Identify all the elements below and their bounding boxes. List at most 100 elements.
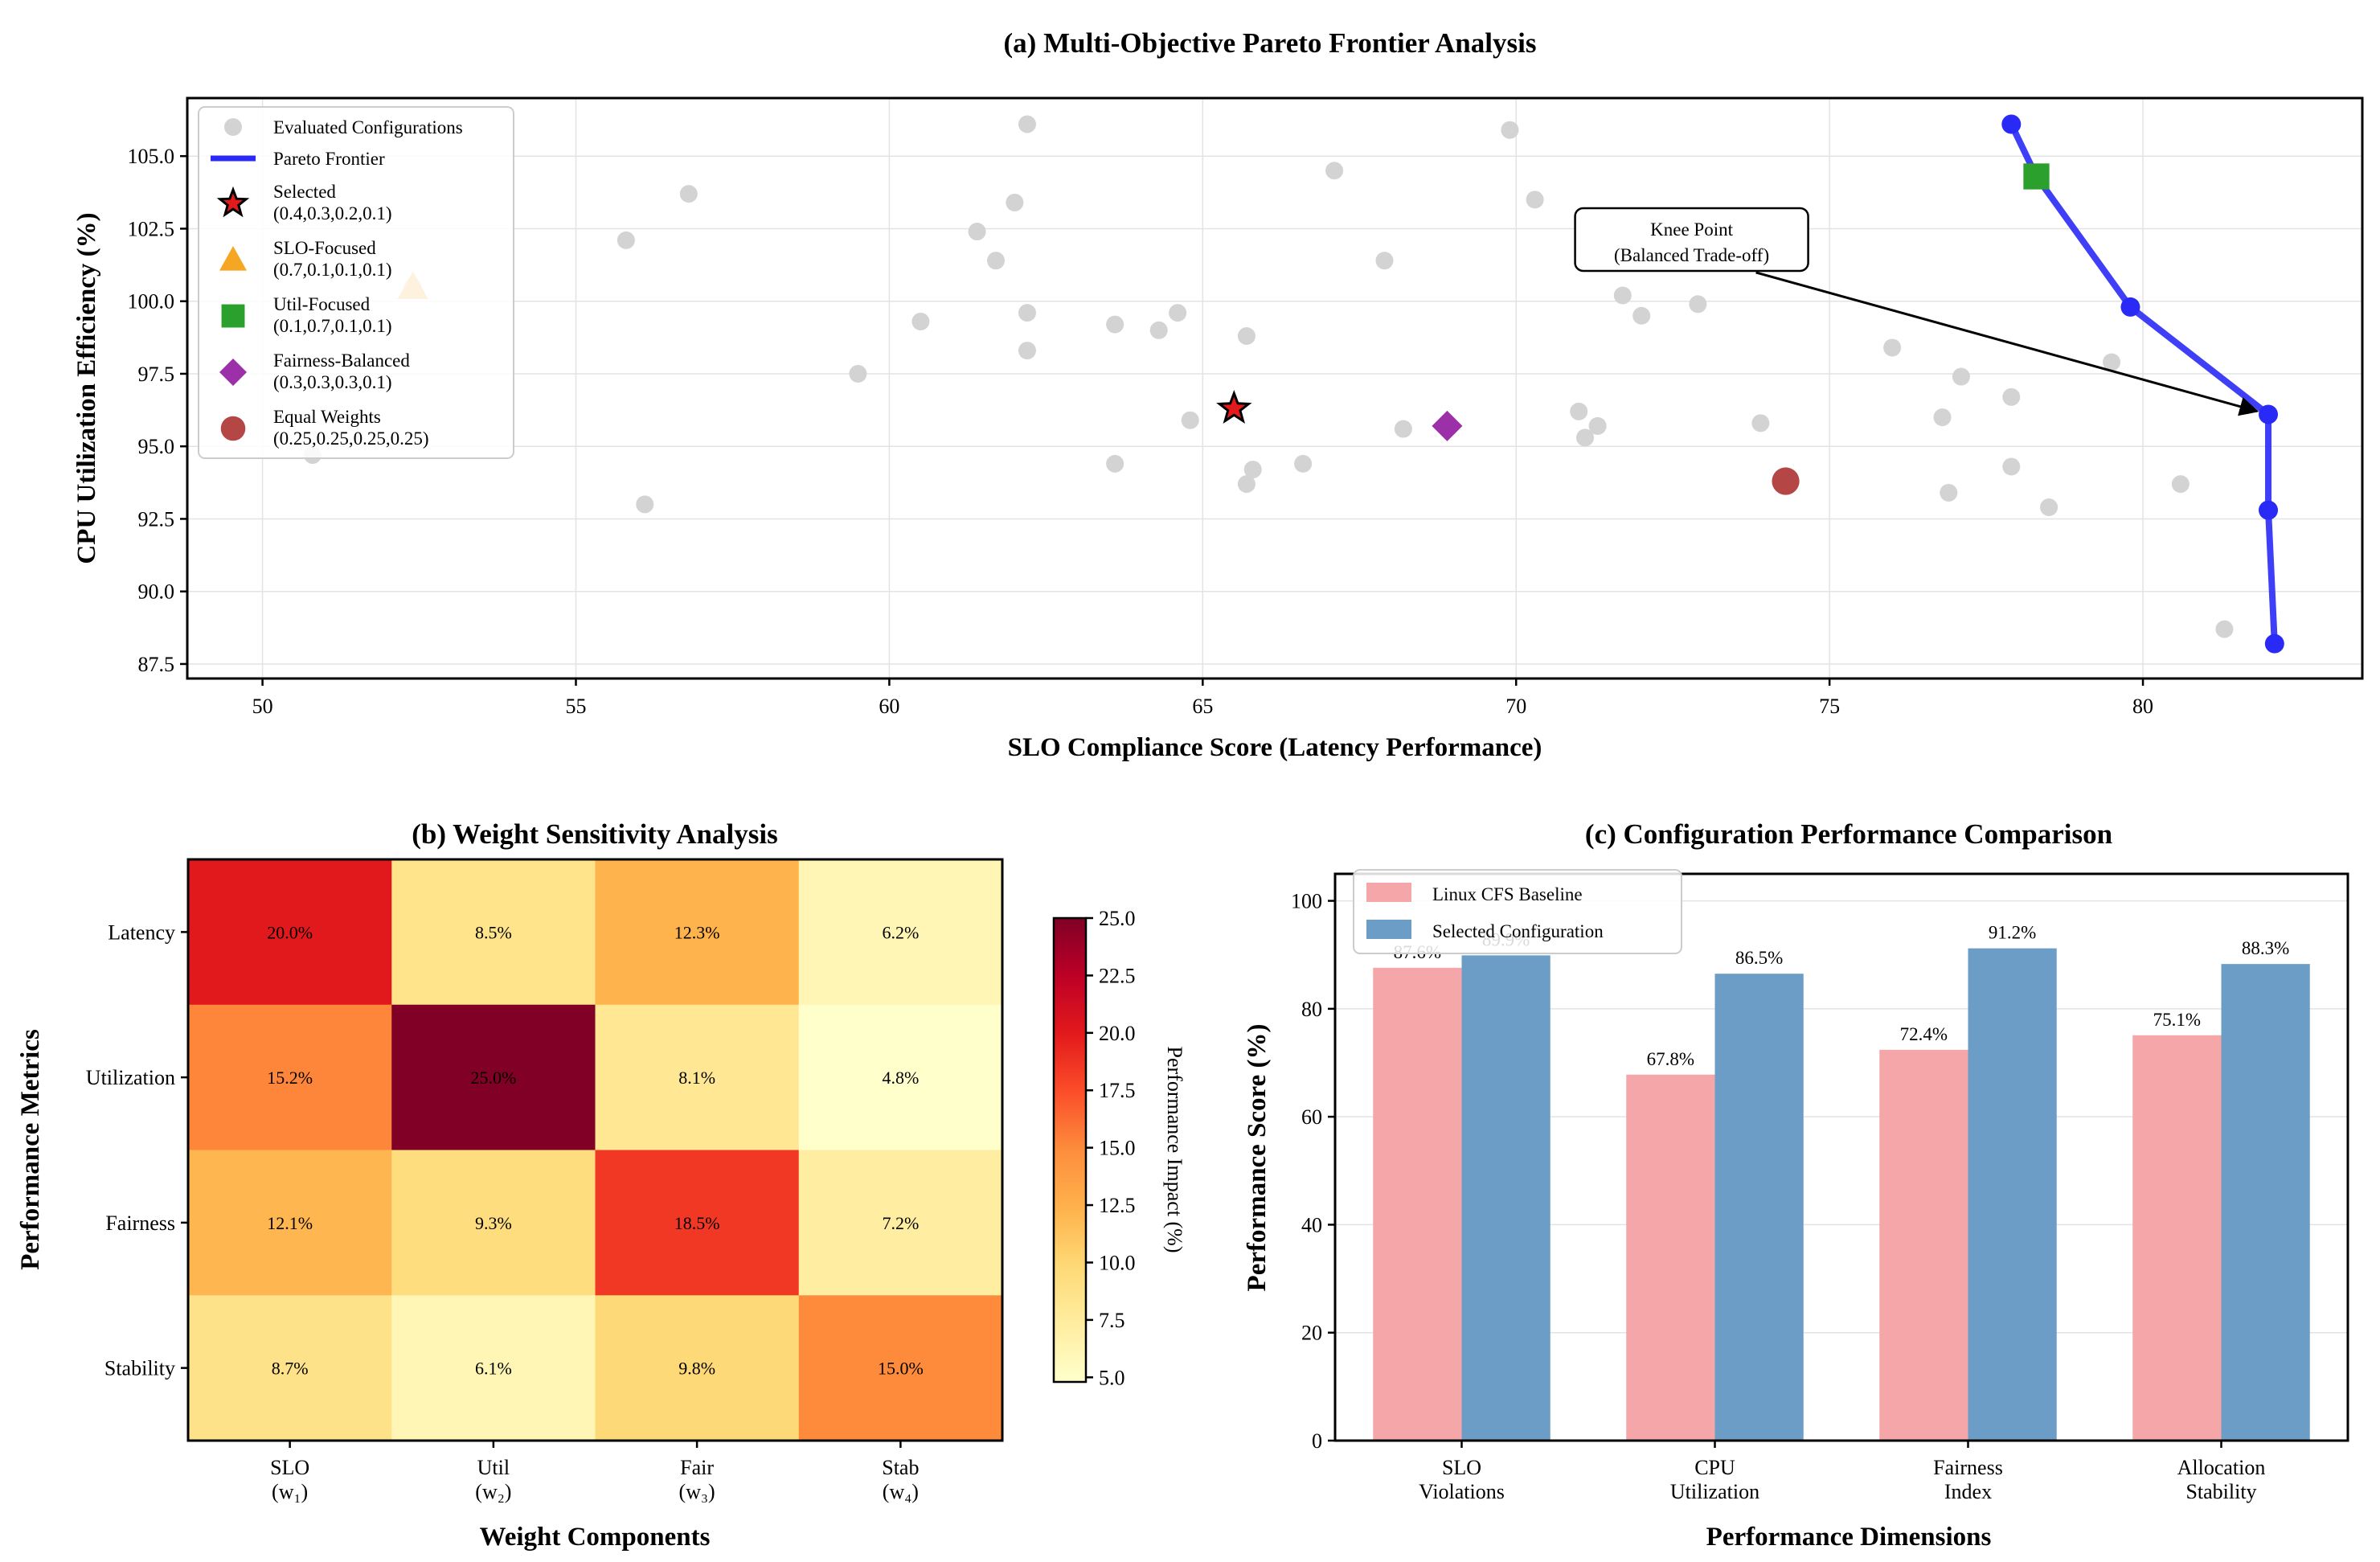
panel-a-legend: Evaluated Configurations Pareto Frontier… <box>198 106 514 459</box>
heatmap-cell <box>798 859 1003 1006</box>
evaluated-point <box>1243 461 1262 479</box>
evaluated-point <box>1689 295 1707 314</box>
evaluated-point <box>1613 286 1632 305</box>
heatmap-cell-label: 9.3% <box>475 1213 512 1233</box>
heatmap-cell-label: 8.5% <box>475 922 512 942</box>
y-tick-label: 0 <box>1312 1429 1322 1453</box>
legend-marker-diamond <box>219 359 247 386</box>
evaluated-point <box>1018 304 1036 322</box>
evaluated-point <box>2103 353 2121 371</box>
colorbar: 5.0 7.5 10.0 12.5 15.0 17.5 20.0 22.5 25.0 Perfo… <box>1052 907 1186 1389</box>
knee-label-line2: (Balanced Trade-off) <box>1614 245 1769 265</box>
pareto-point <box>2264 633 2284 654</box>
panel-c-title: (c) Configuration Performance Comparison <box>1585 818 2112 850</box>
baseline-bar <box>2132 1035 2222 1441</box>
col-label-line2: (w₁) <box>272 1480 308 1503</box>
knee-label-line1: Knee Point <box>1650 219 1733 240</box>
col-label-line2: (w₄) <box>883 1480 919 1503</box>
legend-frame <box>1353 869 1682 954</box>
y-tick-label: 102.5 <box>128 217 175 240</box>
evaluated-point <box>1325 162 1344 180</box>
col-label-line1: Stab <box>882 1456 919 1479</box>
legend-baseline-swatch <box>1366 883 1411 902</box>
heatmap-cell-label: 20.0% <box>267 922 313 942</box>
selected-bar-label: 86.5% <box>1735 948 1783 968</box>
evaluated-point <box>1501 121 1519 139</box>
evaluated-point <box>1006 193 1024 211</box>
panel-c-bar: (c) Configuration Performance Comparison… <box>1243 818 2349 1552</box>
evaluated-point <box>1018 115 1036 133</box>
heatmap-frame <box>186 858 1004 1442</box>
baseline-bar <box>1626 1074 1715 1441</box>
x-tick-label: 65 <box>1192 695 1213 718</box>
heatmap-cell <box>391 1295 596 1441</box>
heatmap-cell-label: 4.8% <box>882 1068 919 1088</box>
y-tick-label: 105.0 <box>128 145 175 168</box>
col-label-line2: (w₃) <box>679 1480 715 1503</box>
heatmap-cell-label: 25.0% <box>470 1068 516 1088</box>
evaluated-point <box>911 312 930 330</box>
panel-a-title: (a) Multi-Objective Pareto Frontier Anal… <box>1004 27 1537 59</box>
legend-marker-square <box>221 304 245 328</box>
category-label-line1: CPU <box>1694 1456 1735 1479</box>
evaluated-point <box>968 223 986 241</box>
evaluated-point <box>636 495 654 514</box>
special-marker-circle <box>1772 467 1800 495</box>
heatmap-cell <box>188 1004 392 1150</box>
row-label: Stability <box>104 1357 175 1380</box>
evaluated-point <box>1237 327 1256 346</box>
y-tick-label: 20 <box>1301 1322 1322 1345</box>
pareto-point <box>2259 404 2279 424</box>
heatmap-cell <box>798 1150 1003 1296</box>
baseline-bar <box>1373 967 1462 1441</box>
evaluated-point <box>1375 252 1394 270</box>
evaluated-point <box>617 231 635 249</box>
evaluated-point <box>1237 475 1256 494</box>
col-label-line1: Fair <box>680 1456 714 1479</box>
row-label: Utilization <box>86 1066 175 1089</box>
legend-special-weights: (0.1,0.7,0.1,0.1) <box>273 316 392 336</box>
evaluated-point <box>1526 191 1544 209</box>
panel-a-frame <box>186 96 2364 680</box>
heatmap-cell <box>188 1295 392 1441</box>
row-label: Fairness <box>105 1211 175 1235</box>
x-tick-label: 55 <box>565 695 586 718</box>
colorbar-tick-label: 7.5 <box>1099 1309 1125 1332</box>
panel-c-frame <box>1333 872 2349 1442</box>
evaluated-point <box>1570 402 1588 420</box>
special-marker-star <box>1216 390 1252 424</box>
legend-special-weights: (0.7,0.1,0.1,0.1) <box>273 260 392 280</box>
x-tick-label: 70 <box>1505 695 1526 718</box>
category-label-line2: Utilization <box>1670 1480 1759 1503</box>
evaluated-point <box>679 185 698 203</box>
evaluated-point <box>1106 454 1124 473</box>
x-tick-label: 60 <box>879 695 899 718</box>
pareto-point <box>2259 500 2279 520</box>
evaluated-point <box>986 252 1005 270</box>
heatmap-cell-label: 12.3% <box>674 922 720 942</box>
legend-frame <box>198 106 514 459</box>
y-tick-label: 100 <box>1291 890 1322 913</box>
legend-special-label: Selected <box>273 182 336 202</box>
selected-bar <box>1714 974 1804 1441</box>
legend-special-weights: (0.4,0.3,0.2,0.1) <box>273 203 392 223</box>
heatmap-cell-label: 8.7% <box>272 1359 309 1379</box>
col-label-line1: Util <box>477 1456 510 1479</box>
y-tick-label: 95.0 <box>138 435 175 458</box>
colorbar-tick-label: 20.0 <box>1099 1022 1136 1045</box>
panel-a-ylabel: CPU Utilization Efficiency (%) <box>72 212 101 564</box>
y-tick-label: 100.0 <box>128 290 175 314</box>
colorbar-tick-label: 17.5 <box>1099 1079 1136 1102</box>
selected-bar <box>1461 955 1550 1441</box>
evaluated-point <box>1149 321 1168 339</box>
evaluated-point <box>1169 304 1187 322</box>
legend-marker-triangle <box>219 246 247 271</box>
y-tick-label: 92.5 <box>138 507 175 531</box>
evaluated-point <box>2002 457 2021 476</box>
y-tick-label: 80 <box>1301 998 1322 1021</box>
pareto-point <box>2120 297 2140 317</box>
evaluated-point <box>1751 414 1770 433</box>
evaluated-point <box>1933 408 1952 427</box>
